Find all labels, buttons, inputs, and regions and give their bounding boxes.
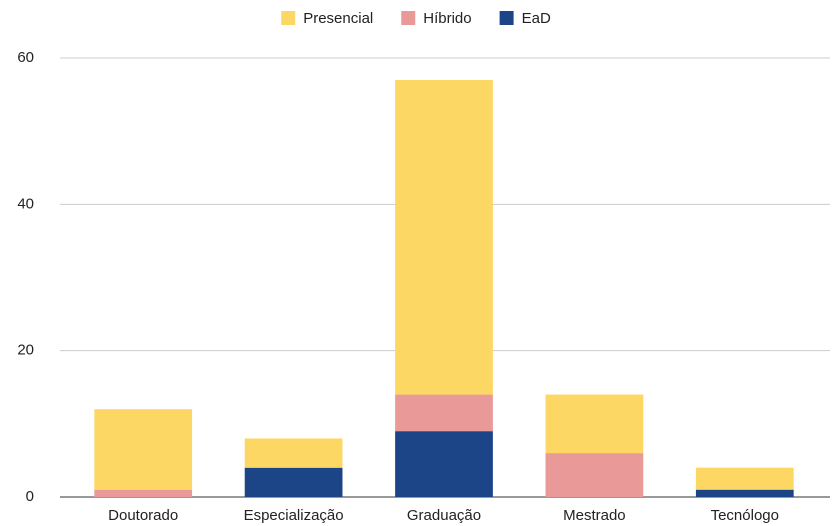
legend-label: EaD: [522, 10, 551, 27]
legend-label: Presencial: [303, 10, 373, 27]
legend-swatch: [401, 11, 416, 25]
bar-segment: [695, 489, 794, 497]
y-tick-label: 60: [17, 49, 34, 66]
x-tick-label: Especialização: [244, 507, 344, 524]
legend-swatch: [499, 11, 514, 25]
x-tick-label: Tecnólogo: [711, 507, 779, 524]
x-tick-label: Doutorado: [108, 507, 178, 524]
x-tick-label: Mestrado: [563, 507, 626, 524]
bar-segment: [395, 79, 493, 395]
y-tick-label: 20: [17, 342, 34, 359]
y-tick-label: 0: [26, 488, 34, 505]
y-tick-label: 40: [17, 195, 34, 212]
bar-segment: [695, 467, 794, 490]
bar-segment: [395, 394, 493, 432]
bar-segment: [395, 431, 493, 497]
x-tick-label: Graduação: [407, 507, 481, 524]
bar-segment: [94, 489, 193, 497]
legend-swatch: [281, 11, 296, 25]
bar-segment: [244, 438, 343, 468]
legend-label: Híbrido: [423, 10, 471, 27]
bar-segment: [545, 453, 644, 497]
bar-segment: [94, 409, 193, 490]
bar-segment: [545, 394, 644, 454]
bar-segment: [244, 467, 343, 497]
